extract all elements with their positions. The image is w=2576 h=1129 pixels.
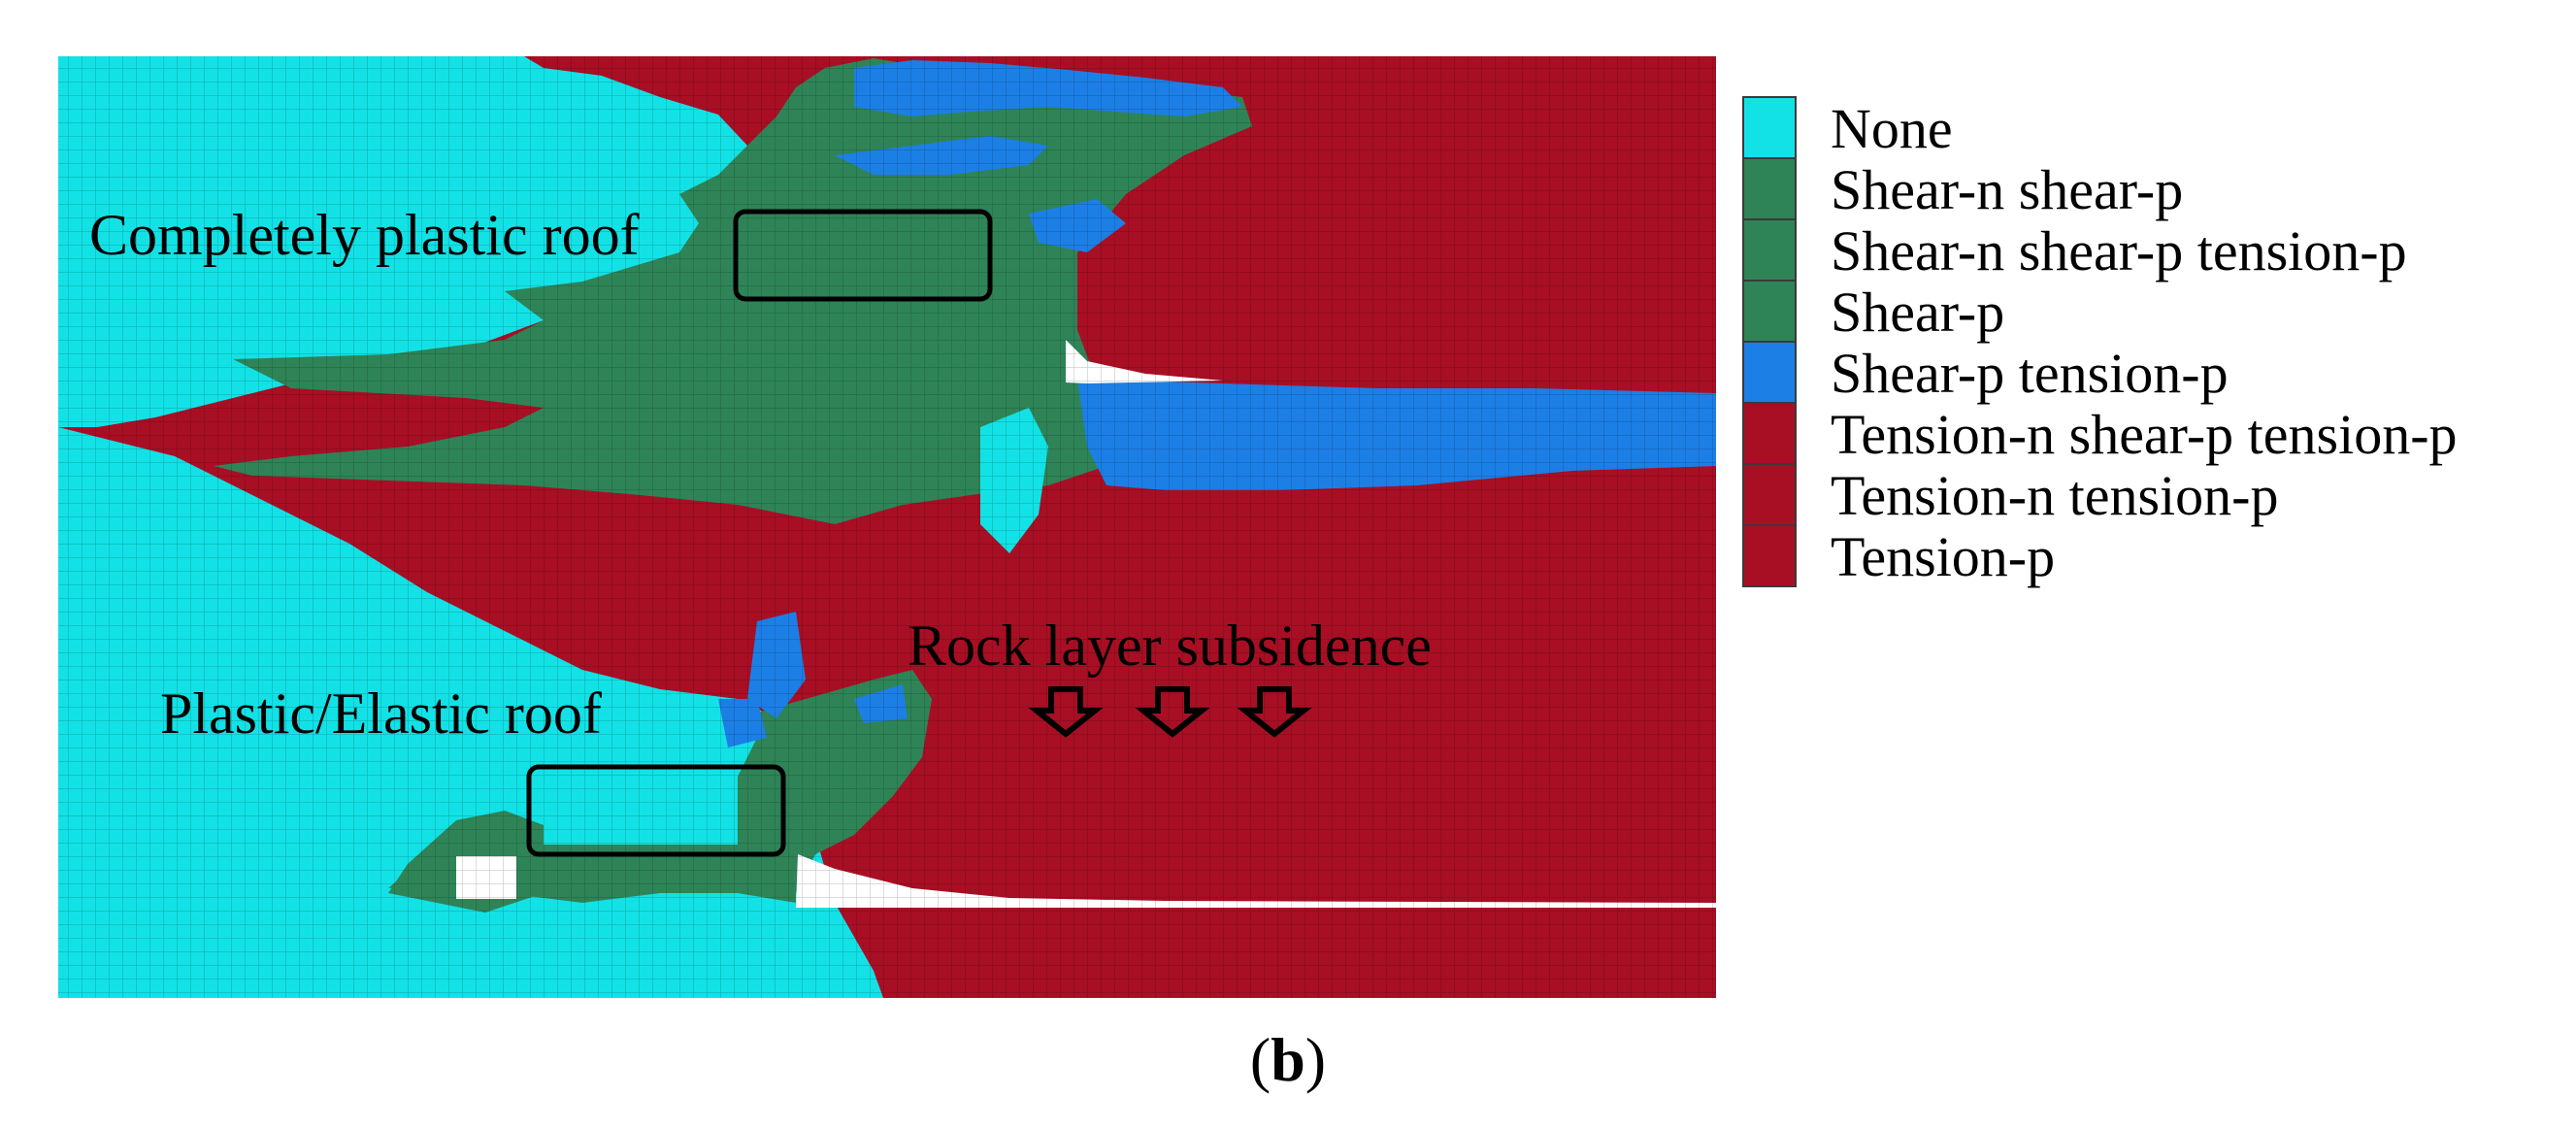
plastic-elastic-roof-label: Plastic/Elastic roof	[160, 681, 602, 746]
legend-swatch	[1742, 341, 1797, 404]
mesh-grid	[58, 56, 1716, 998]
legend-swatches	[1742, 96, 1797, 587]
completely-plastic-roof-box	[733, 209, 993, 302]
legend-label: Tension-n shear-p tension-p	[1831, 403, 2458, 466]
down-arrow-icon	[1237, 686, 1312, 738]
legend-label: Tension-n tension-p	[1831, 464, 2279, 527]
legend-label: Shear-p tension-p	[1831, 342, 2229, 405]
caption-open: (	[1249, 1025, 1271, 1094]
figure-caption: (b)	[0, 1024, 2576, 1096]
rock-layer-subsidence-label: Rock layer subsidence	[908, 614, 1432, 678]
down-arrow-icon	[1028, 686, 1104, 738]
completely-plastic-roof-label: Completely plastic roof	[89, 203, 640, 267]
legend-label: Shear-n shear-p	[1831, 158, 2184, 221]
legend-swatch	[1742, 218, 1797, 282]
plastic-elastic-roof-box	[526, 764, 786, 857]
legend-swatch	[1742, 157, 1797, 220]
numerical-model	[58, 56, 1716, 998]
legend-swatch	[1742, 96, 1797, 159]
legend-swatch	[1742, 463, 1797, 526]
legend-label: Tension-p	[1831, 525, 2056, 588]
legend-swatch	[1742, 402, 1797, 465]
legend-label: Shear-p	[1831, 281, 2005, 344]
down-arrow-icon	[1135, 686, 1210, 738]
legend-label: Shear-n shear-p tension-p	[1831, 219, 2407, 282]
caption-close: )	[1305, 1025, 1327, 1094]
legend-label: None	[1831, 97, 1953, 160]
legend-swatch	[1742, 280, 1797, 343]
caption-letter: b	[1271, 1025, 1305, 1094]
legend-swatch	[1742, 524, 1797, 587]
